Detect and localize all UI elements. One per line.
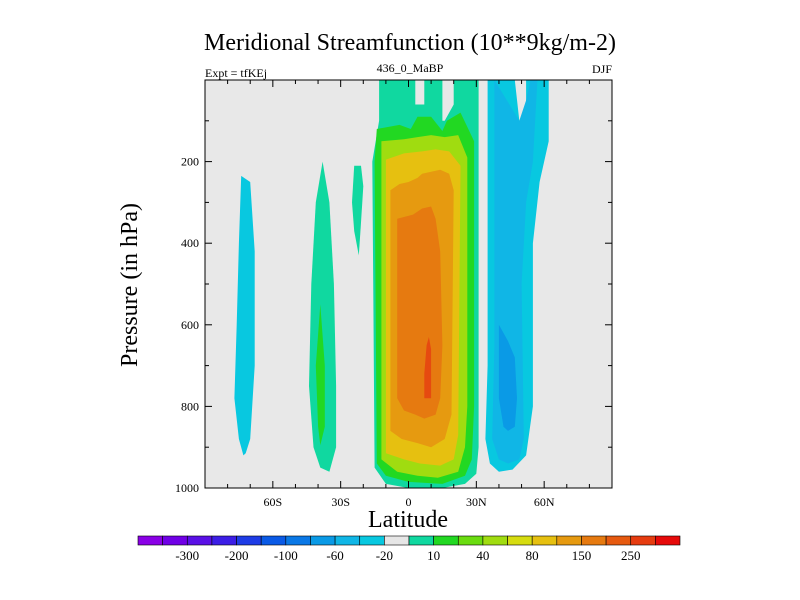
x-tick-label: 60S <box>263 495 282 509</box>
colorbar-swatch <box>581 535 607 546</box>
x-tick-label: 0 <box>406 495 412 509</box>
colorbar-swatch <box>211 535 237 546</box>
colorbar-swatch <box>457 535 484 546</box>
colorbar-label: -20 <box>376 548 393 563</box>
x-tick-label: 30S <box>331 495 350 509</box>
y-tick-label: 200 <box>181 155 199 169</box>
colorbar-swatch <box>285 535 311 546</box>
colorbar-swatch <box>630 535 656 546</box>
colorbar-swatch <box>556 535 582 546</box>
x-axis-label: Latitude <box>368 507 448 533</box>
colorbar-label: -300 <box>175 548 199 563</box>
axis-ticks: 60S 30S 0 30N 60N 200 400 600 800 1000 <box>175 80 612 509</box>
chart-subtitle-right: DJF <box>592 62 612 76</box>
colorbar-label: -100 <box>274 548 298 563</box>
colorbar-swatch <box>605 535 632 546</box>
contour-sh-mid-lat-cell-outer <box>309 161 337 472</box>
colorbar-swatch <box>260 535 287 546</box>
colorbar-label: 80 <box>526 548 539 563</box>
colorbar-swatch <box>655 535 681 546</box>
colorbar-label: 250 <box>621 548 641 563</box>
chart-subtitle-left: Expt = tfKEj <box>205 66 267 80</box>
colorbar-label: 150 <box>572 548 592 563</box>
colorbar-label: -200 <box>225 548 249 563</box>
colorbar-swatch <box>433 535 459 546</box>
x-tick-label: 60N <box>534 495 555 509</box>
chart-title: Meridional Streamfunction (10**9kg/m-2) <box>204 30 616 56</box>
chart-subtitle-center: 436_0_MaBP <box>377 61 444 75</box>
contour-sh-mid-lat-cell-inner <box>315 304 325 446</box>
colorbar-swatch <box>137 535 163 546</box>
y-tick-label: 800 <box>181 399 199 413</box>
colorbar: -300 -200 -100 -60 -20 10 40 80 150 250 <box>137 535 681 563</box>
colorbar-swatch <box>186 535 213 546</box>
colorbar-swatch <box>384 535 410 546</box>
colorbar-label: 40 <box>476 548 489 563</box>
colorbar-swatch <box>507 535 533 546</box>
y-tick-label: 400 <box>181 236 199 250</box>
colorbar-label: 10 <box>427 548 440 563</box>
colorbar-swatch <box>236 535 262 546</box>
contour-nh-ferrel-core <box>498 324 517 431</box>
contour-hadley-core <box>424 337 432 399</box>
contour-hadley-300 <box>397 206 443 419</box>
colorbar-swatch <box>408 535 434 546</box>
contour-sh-small-upper-cell <box>352 165 364 256</box>
colorbar-swatch <box>310 535 336 546</box>
y-tick-label: 1000 <box>175 481 199 495</box>
y-axis-label: Pressure (in hPa) <box>117 203 143 367</box>
y-tick-label: 600 <box>181 318 199 332</box>
x-tick-label: 30N <box>466 495 487 509</box>
contour-sh-high-lat-cell <box>234 175 255 456</box>
colorbar-swatch <box>531 535 558 546</box>
colorbar-swatch <box>359 535 385 546</box>
colorbar-swatch <box>162 535 188 546</box>
contour-layer <box>234 80 549 488</box>
colorbar-swatch <box>482 535 508 546</box>
colorbar-label: -60 <box>326 548 343 563</box>
colorbar-swatch <box>334 535 361 546</box>
